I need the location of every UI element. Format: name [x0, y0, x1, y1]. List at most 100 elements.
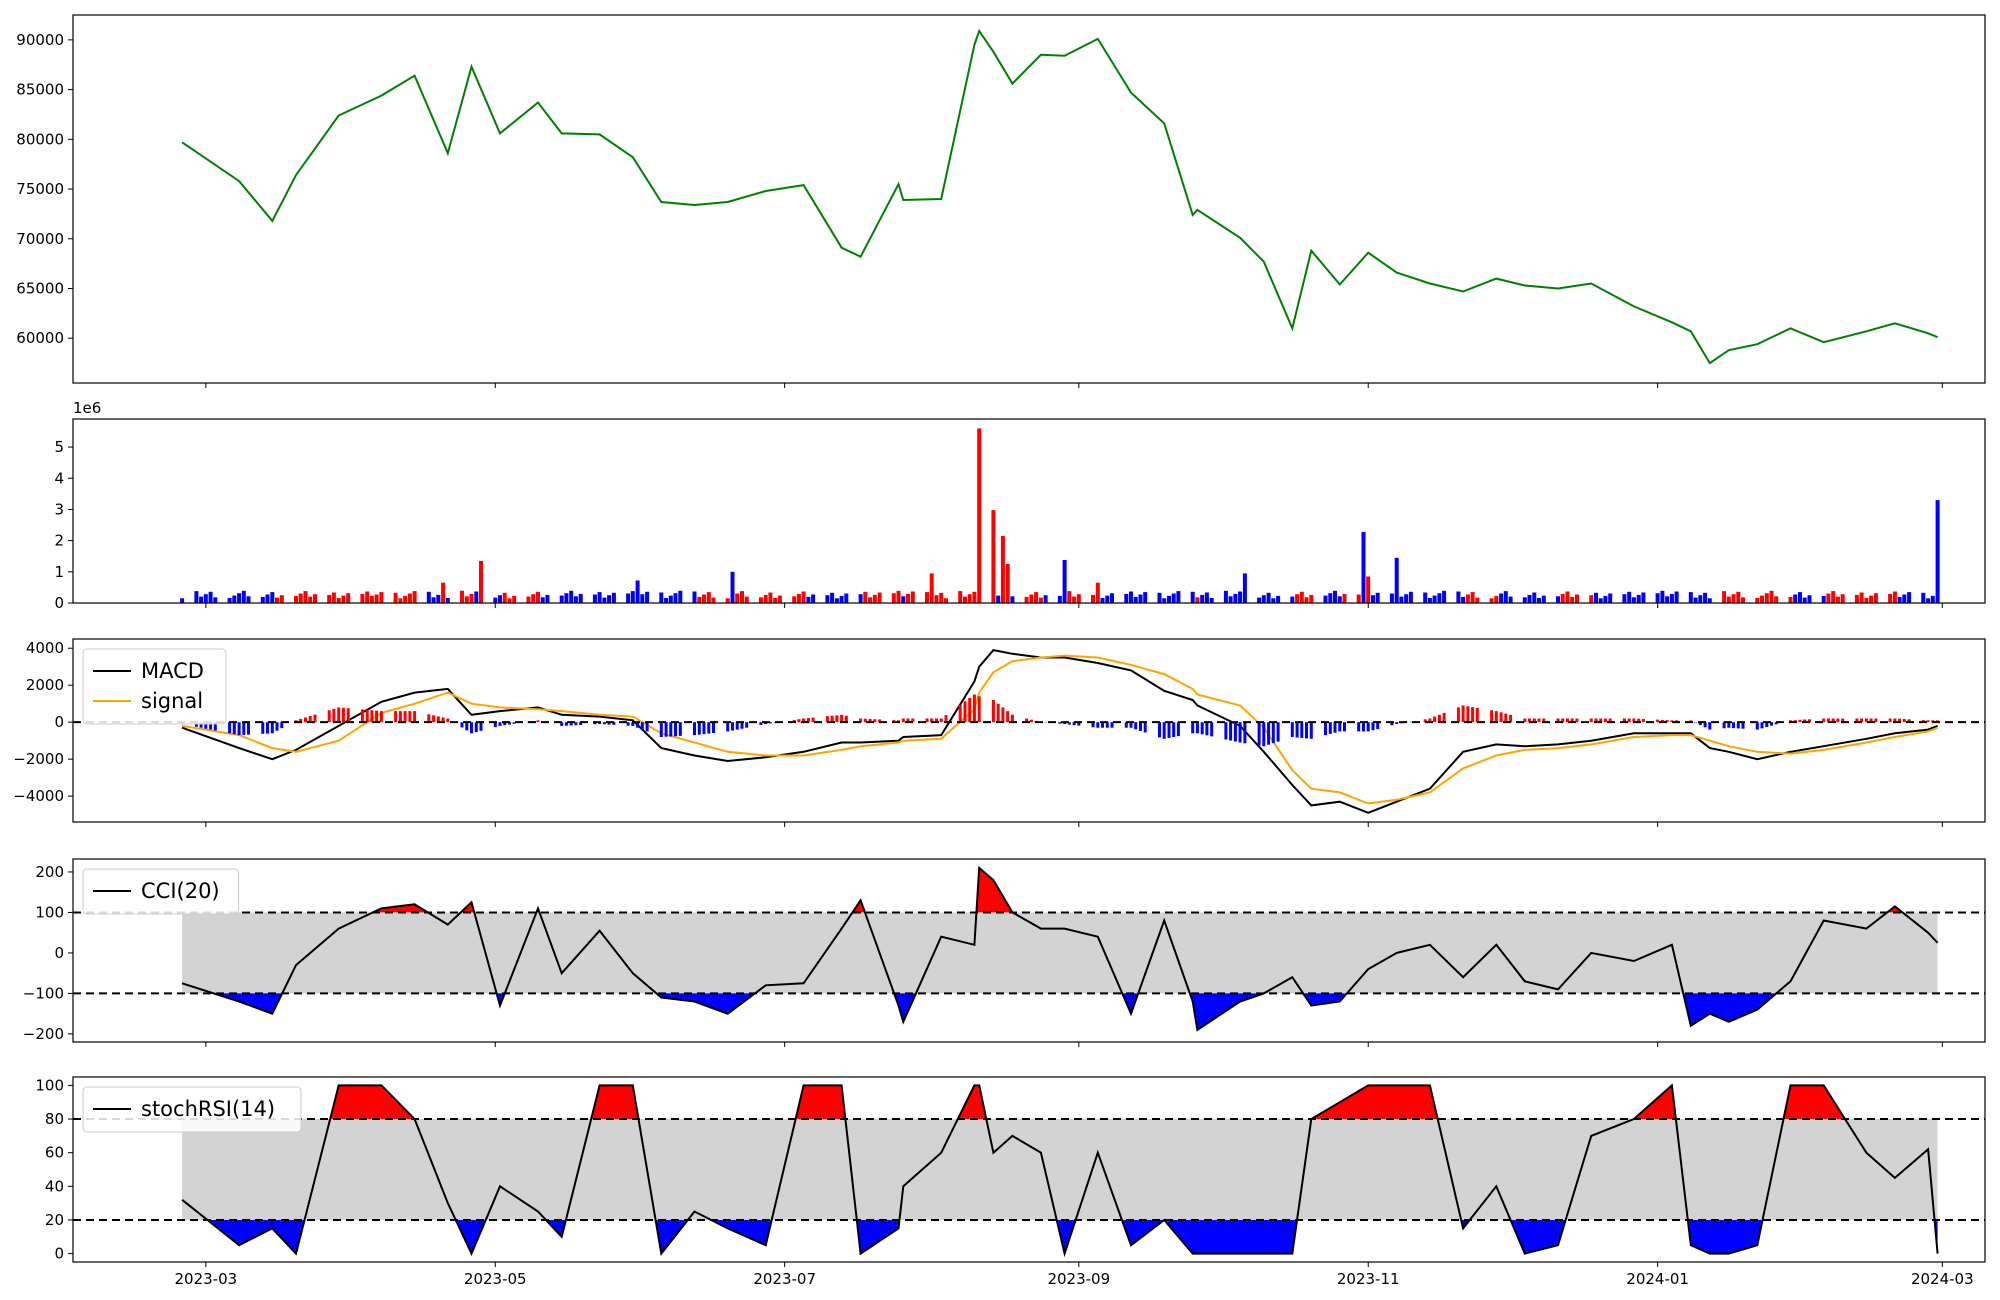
- macd-histogram-bar: [1262, 722, 1266, 747]
- macd-histogram-bar: [1509, 714, 1513, 723]
- volume-bar: [246, 596, 251, 603]
- cci-y-tick-label: −200: [23, 1025, 64, 1043]
- macd-histogram-bar: [365, 709, 369, 723]
- macd-histogram-bar: [1101, 722, 1104, 728]
- macd-histogram-bar: [602, 722, 606, 725]
- volume-bar: [1323, 595, 1328, 603]
- macd-histogram-bar: [863, 718, 867, 723]
- volume-bar: [294, 595, 298, 603]
- macd-histogram-bar: [1096, 722, 1100, 728]
- macd-histogram-bar: [636, 722, 640, 728]
- volume-bar: [1295, 594, 1300, 603]
- macd-histogram-bar: [1295, 722, 1299, 738]
- volume-bar: [1394, 557, 1399, 603]
- volume-bar: [1930, 595, 1935, 603]
- volume-bar: [260, 596, 265, 603]
- volume-bar: [1926, 598, 1931, 603]
- macd-histogram-bar: [479, 722, 483, 731]
- macd-histogram-bar: [631, 722, 635, 726]
- volume-bar: [1209, 598, 1214, 603]
- volume-bar: [536, 591, 540, 603]
- volume-bar: [901, 596, 906, 603]
- macd-histogram-bar: [1808, 719, 1811, 723]
- volume-bar: [1636, 594, 1641, 603]
- macd-histogram-bar: [460, 722, 464, 728]
- volume-bar: [697, 596, 702, 603]
- volume-bar: [1228, 596, 1233, 603]
- macd-histogram-bar: [593, 722, 597, 725]
- stochrsi-neutral-band: [182, 1119, 1938, 1220]
- volume-bar: [393, 592, 398, 603]
- macd-histogram-bar: [1105, 722, 1109, 728]
- volume-bar: [1461, 596, 1466, 603]
- macd-histogram-bar: [346, 708, 350, 723]
- macd-histogram-bar: [1841, 718, 1845, 723]
- volume-bar: [341, 595, 346, 603]
- macd-histogram-bar: [1589, 718, 1593, 723]
- volume-bar: [1764, 593, 1769, 603]
- macd-histogram-bar: [1010, 714, 1014, 723]
- volume-bar: [1627, 591, 1632, 603]
- volume-bar: [1333, 590, 1337, 603]
- macd-histogram-bar: [432, 715, 436, 723]
- volume-bar: [768, 592, 773, 603]
- volume-bar: [507, 598, 512, 603]
- volume-bar: [398, 598, 403, 603]
- macd-histogram-bar: [1793, 720, 1797, 723]
- volume-bar: [664, 598, 669, 603]
- volume-bar: [1854, 594, 1859, 603]
- volume-bar: [1404, 594, 1409, 603]
- volume-bar: [360, 593, 365, 603]
- macd-histogram-bar: [1191, 722, 1195, 734]
- macd-histogram-bar: [1143, 722, 1147, 733]
- volume-bar: [1565, 591, 1570, 603]
- macd-histogram-bar: [1172, 722, 1176, 737]
- volume-bar: [939, 592, 944, 603]
- macd-histogram-bar: [930, 718, 934, 723]
- volume-bar: [1010, 596, 1015, 603]
- macd-histogram-bar: [830, 715, 834, 723]
- volume-bar: [1907, 592, 1912, 603]
- cci-y-tick-label: 200: [35, 863, 64, 881]
- volume-bar: [1688, 592, 1693, 603]
- volume-bar: [1669, 593, 1674, 603]
- macd-histogram-bar: [925, 718, 929, 723]
- volume-bar: [1575, 594, 1579, 603]
- volume-bar: [740, 591, 744, 603]
- volume-bar: [1195, 597, 1200, 603]
- volume-bar: [1556, 596, 1560, 603]
- macd-histogram-bar: [740, 722, 744, 729]
- volume-bar: [891, 593, 896, 603]
- macd-histogram-bar: [1324, 722, 1327, 736]
- macd-histogram-bar: [745, 722, 749, 728]
- macd-histogram-bar: [1727, 722, 1731, 728]
- volume-bar: [1095, 582, 1100, 603]
- cci-overbought-fill: [182, 867, 1938, 913]
- volume-bar: [1105, 595, 1110, 603]
- macd-histogram-bar: [944, 715, 948, 723]
- macd-y-tick-label: 4000: [26, 639, 64, 657]
- volume-bar: [1076, 594, 1081, 603]
- macd-histogram-bar: [963, 701, 967, 723]
- volume-bar: [673, 593, 678, 603]
- volume-bar: [635, 580, 640, 603]
- macd-histogram-bar: [1167, 722, 1171, 738]
- volume-bar: [1328, 593, 1333, 603]
- macd-histogram-bar: [1594, 718, 1598, 723]
- volume-bar: [403, 595, 408, 603]
- macd-histogram-bar: [1229, 722, 1233, 741]
- volume-bar: [502, 592, 507, 603]
- macd-histogram-bar: [859, 718, 863, 723]
- volume-bar: [1475, 597, 1480, 603]
- volume-bar: [906, 593, 910, 603]
- macd-histogram-bar: [1864, 718, 1868, 723]
- macd-histogram-bar: [1343, 722, 1346, 732]
- volume-bar: [1138, 594, 1143, 603]
- macd-histogram-bar: [1210, 722, 1214, 737]
- volume-bar: [1299, 591, 1304, 603]
- x-tick-label: 2023-09: [1047, 1270, 1110, 1288]
- macd-histogram-bar: [1632, 718, 1636, 723]
- volume-bar: [692, 591, 697, 603]
- macd-histogram-bar: [1072, 722, 1076, 726]
